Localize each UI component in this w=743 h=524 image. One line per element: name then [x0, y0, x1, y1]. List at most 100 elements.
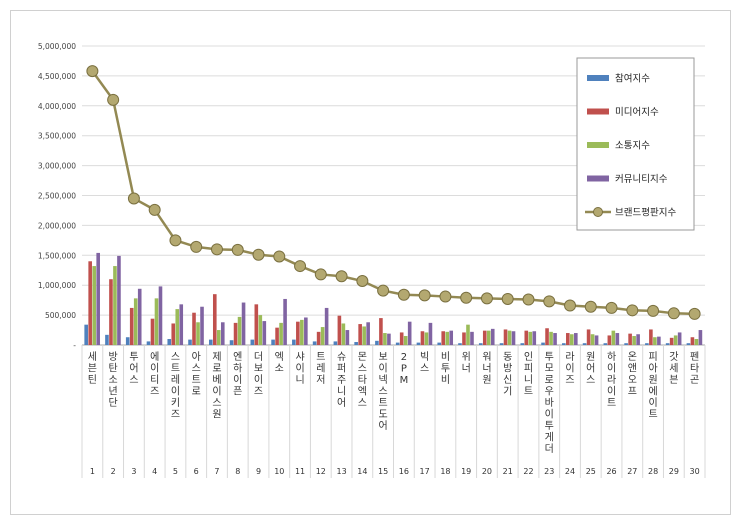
rank-label: 22	[523, 467, 533, 476]
rank-label: 11	[295, 467, 305, 476]
bar	[399, 332, 404, 345]
bar	[503, 329, 508, 345]
line-point	[543, 295, 556, 308]
rank-label: 25	[586, 467, 596, 476]
bar	[636, 334, 640, 345]
bar	[212, 294, 217, 345]
bar	[611, 330, 616, 345]
line-point	[647, 304, 660, 317]
bar	[553, 333, 557, 345]
line-point	[418, 289, 431, 302]
bar	[582, 343, 587, 345]
bar	[233, 322, 238, 345]
bar	[458, 343, 462, 345]
rank-label: 9	[256, 467, 261, 476]
bar	[520, 343, 525, 345]
bar	[632, 336, 636, 345]
bar	[241, 302, 246, 345]
bar	[341, 323, 346, 345]
legend-label: 소통지수	[615, 141, 650, 152]
bar	[424, 332, 429, 345]
line-point	[377, 284, 390, 297]
line-point	[688, 307, 701, 320]
rank-label: 14	[357, 467, 367, 476]
y-tick-label: 3,000,000	[38, 162, 76, 171]
bar	[337, 315, 342, 345]
y-tick-label: -	[73, 341, 76, 350]
legend-marker	[593, 207, 603, 217]
bar	[499, 343, 504, 345]
line-point	[210, 243, 223, 256]
rank-label: 12	[316, 467, 326, 476]
line-point	[148, 203, 161, 216]
rank-label: 7	[214, 467, 219, 476]
bar	[362, 326, 366, 345]
line-point	[626, 304, 639, 317]
bar	[312, 341, 317, 345]
rank-label: 23	[544, 467, 554, 476]
bar	[316, 331, 321, 345]
rank-label: 3	[131, 467, 136, 476]
bar	[669, 337, 674, 345]
bar	[549, 331, 553, 345]
bar	[603, 343, 608, 345]
bar	[129, 307, 134, 345]
bar	[466, 324, 470, 345]
bar	[345, 330, 350, 345]
bar	[574, 333, 578, 345]
line-point	[190, 240, 203, 253]
bar	[125, 337, 130, 345]
rank-label: 10	[274, 467, 284, 476]
bar	[524, 330, 529, 345]
line-point	[294, 260, 307, 273]
bar	[109, 279, 113, 345]
line-point	[439, 290, 452, 303]
bar	[216, 330, 221, 345]
bar	[607, 335, 612, 345]
bar	[366, 322, 370, 345]
bar	[383, 333, 387, 345]
y-tick-label: 4,000,000	[38, 102, 76, 111]
bar	[586, 329, 591, 345]
line-point	[107, 93, 120, 106]
bar	[167, 339, 172, 345]
bar	[653, 337, 657, 345]
bar	[624, 343, 628, 345]
bar	[395, 342, 400, 345]
bar	[254, 304, 259, 345]
bar	[677, 332, 682, 345]
line-point	[397, 288, 410, 301]
bar	[175, 309, 180, 345]
bar	[179, 304, 184, 345]
bar	[117, 255, 121, 345]
bar	[133, 298, 138, 345]
bar	[441, 331, 446, 345]
rank-label: 29	[669, 467, 679, 476]
bar	[105, 334, 109, 345]
bar	[258, 315, 263, 345]
line-point	[252, 248, 265, 261]
line-point	[501, 292, 514, 305]
bar	[694, 339, 699, 345]
line-point	[169, 234, 182, 247]
bar	[545, 328, 549, 345]
bar	[686, 343, 691, 345]
bar	[292, 339, 296, 345]
bar	[532, 331, 537, 345]
bar	[88, 261, 92, 345]
bar	[92, 266, 96, 345]
